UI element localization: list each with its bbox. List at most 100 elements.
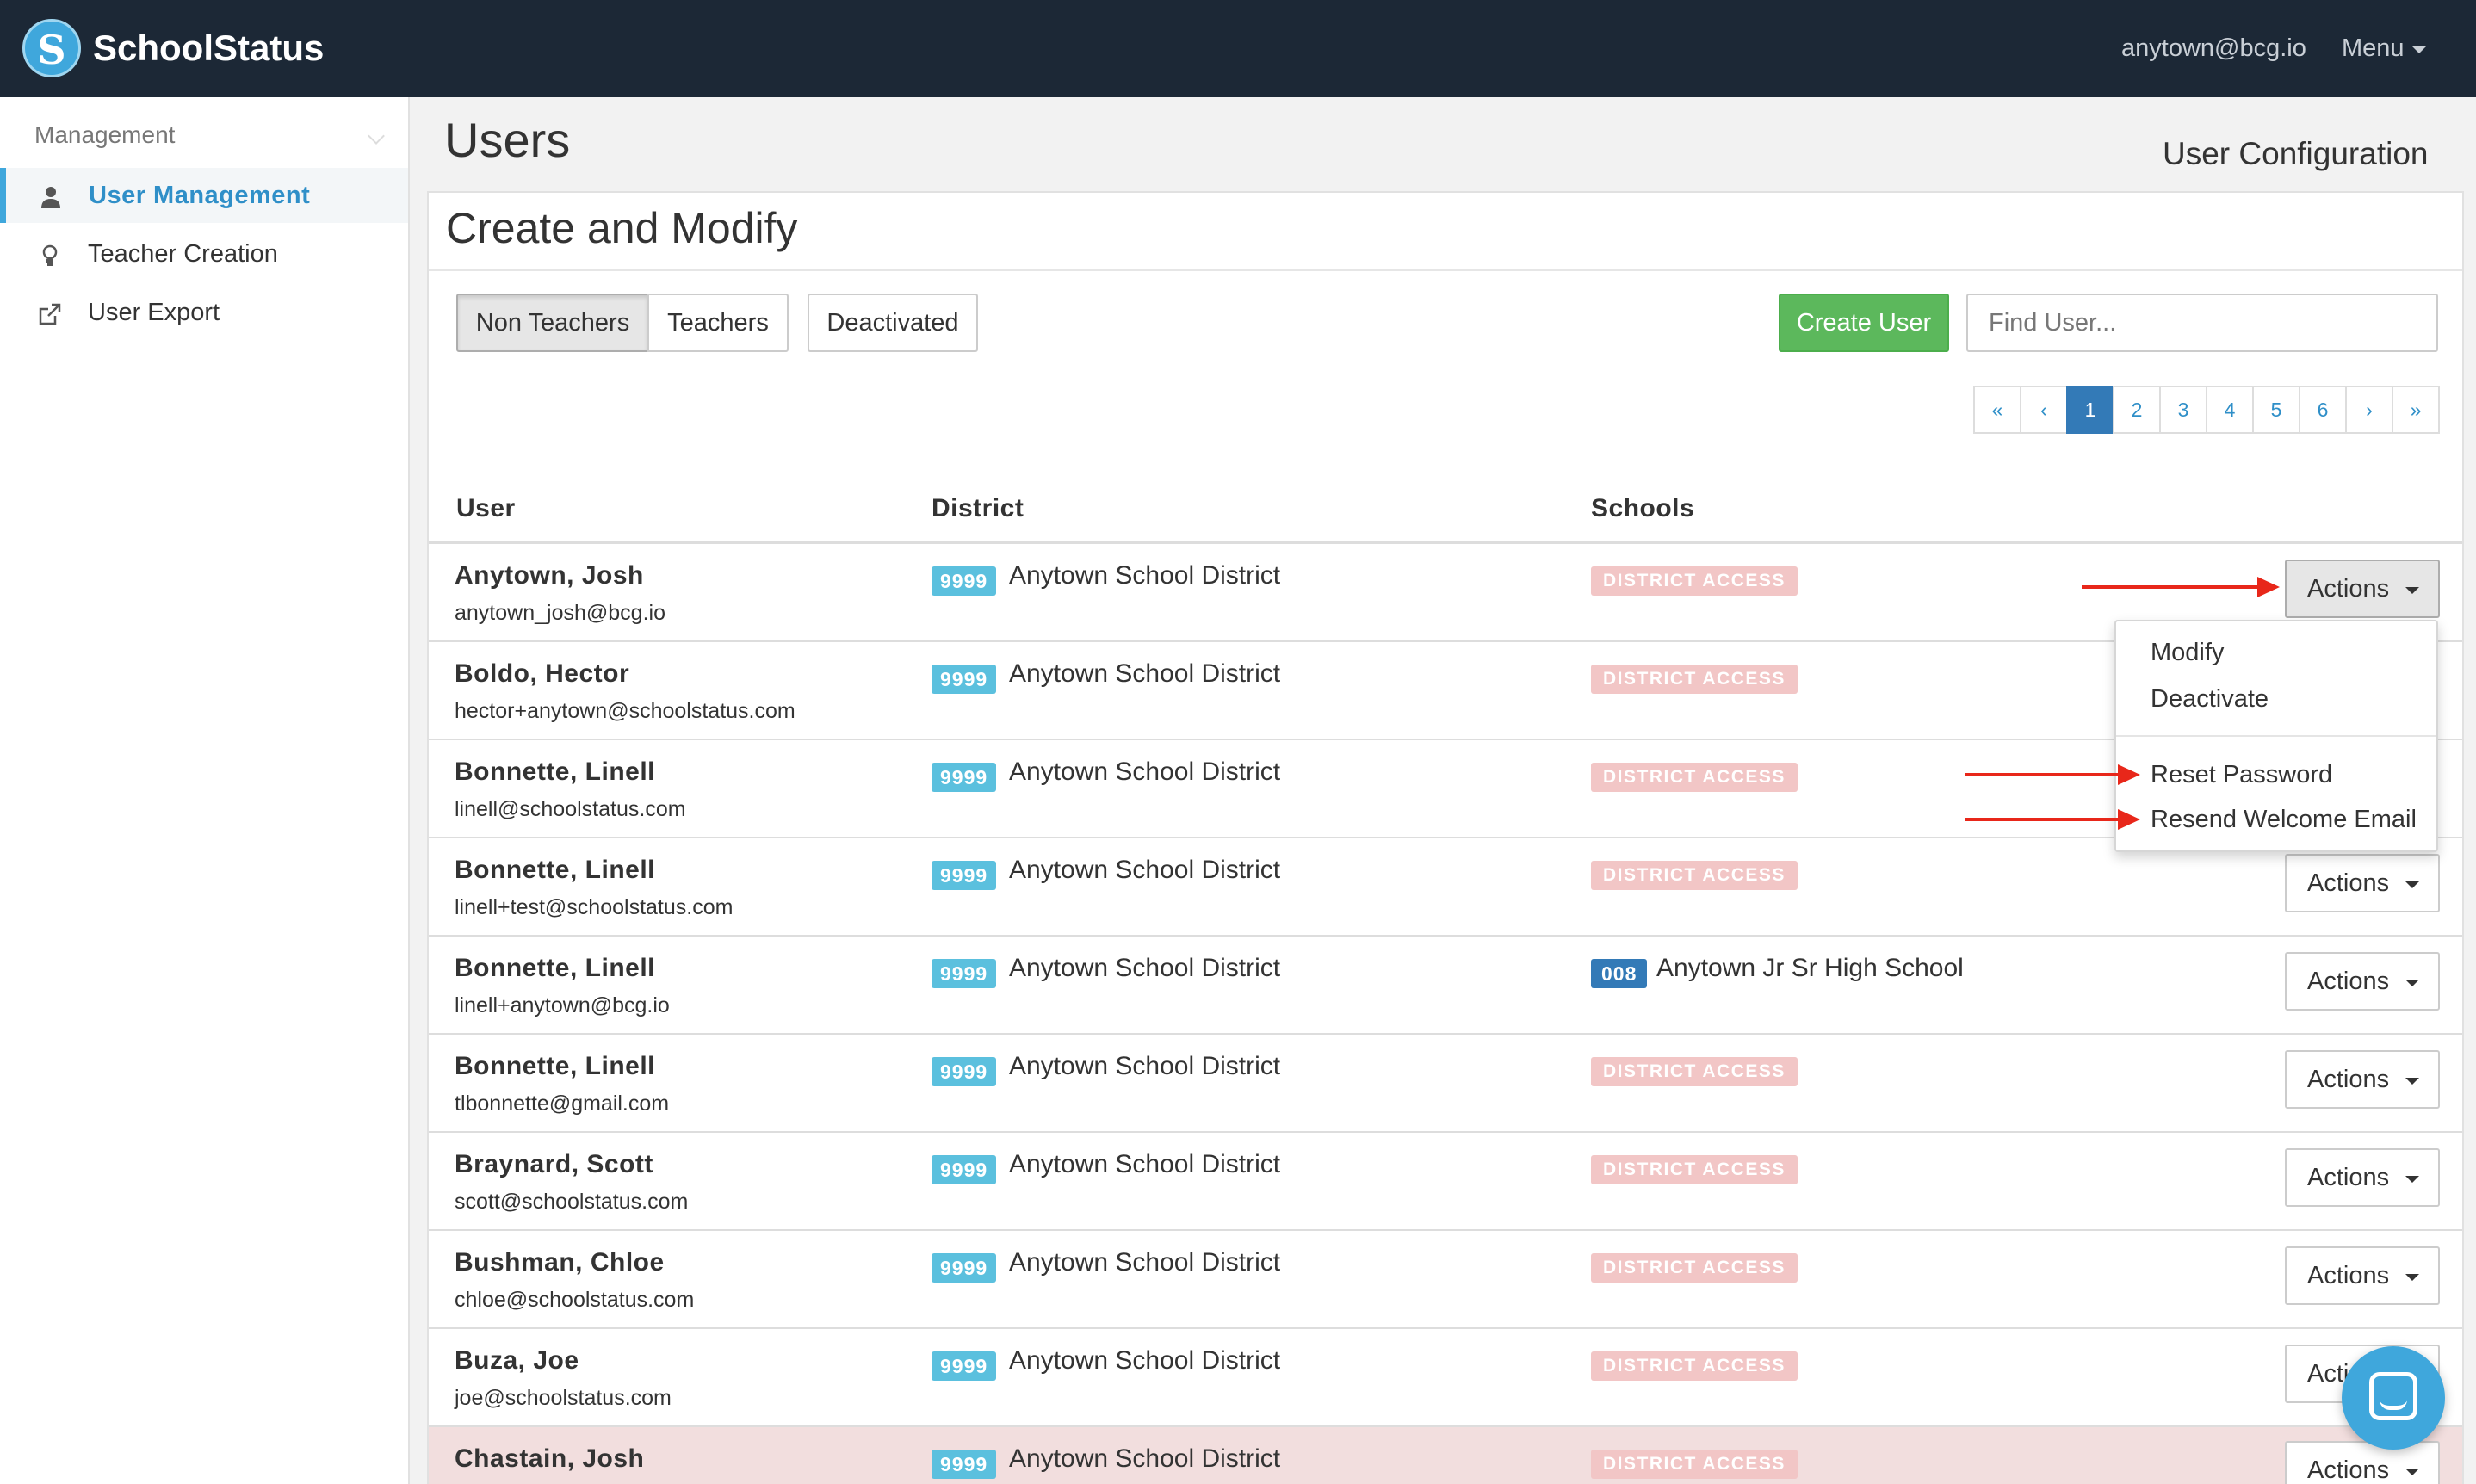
actions-button[interactable]: Actions xyxy=(2285,1050,2440,1109)
chat-launcher-button[interactable] xyxy=(2342,1346,2445,1450)
sidebar-item-teacher-creation[interactable]: Teacher Creation xyxy=(0,226,408,281)
district-code-badge: 9999 xyxy=(932,1253,997,1283)
table-row: Bushman, Chloe chloe@schoolstatus.com 9999… xyxy=(429,1231,2462,1329)
table-row: Bonnette, Linell linell+anytown@bcg.io 999… xyxy=(429,937,2462,1035)
arrow-line xyxy=(2082,585,2262,589)
actions-button[interactable]: Actions xyxy=(2285,560,2440,618)
actions-label: Actions xyxy=(2307,968,2390,995)
caret-down-icon xyxy=(2405,1274,2419,1281)
filter-teachers-button[interactable]: Teachers xyxy=(647,294,789,352)
district-access-badge: DISTRICT ACCESS xyxy=(1591,763,1798,792)
table-row: Bonnette, Linell tlbonnette@gmail.com 9999… xyxy=(429,1035,2462,1133)
district-code-badge: 9999 xyxy=(932,665,997,694)
panel-title: Create and Modify xyxy=(446,204,798,252)
sidebar-item-user-export[interactable]: User Export xyxy=(0,285,408,340)
schoolstatus-logo-icon[interactable]: S xyxy=(22,19,81,77)
arrow-head-icon xyxy=(2118,764,2140,785)
column-header-user: User xyxy=(456,494,516,522)
menu-item-reset-password[interactable]: Reset Password xyxy=(2151,761,2333,788)
caret-down-icon xyxy=(2405,1078,2419,1085)
user-name: Boldo, Hector xyxy=(455,659,630,688)
page-5-button[interactable]: 5 xyxy=(2252,386,2300,434)
filter-deactivated-button[interactable]: Deactivated xyxy=(808,294,978,352)
user-email: chloe@schoolstatus.com xyxy=(455,1288,695,1312)
filter-non-teachers-button[interactable]: Non Teachers xyxy=(456,294,649,352)
page-6-button[interactable]: 6 xyxy=(2299,386,2347,434)
menu-dropdown-toggle[interactable]: Menu xyxy=(2342,34,2427,63)
school-code-badge: 008 xyxy=(1591,959,1648,988)
user-email-link[interactable]: anytown@bcg.io xyxy=(2121,34,2306,62)
district-access-badge: DISTRICT ACCESS xyxy=(1591,566,1798,596)
user-name: Chastain, Josh xyxy=(455,1444,645,1473)
actions-label: Actions xyxy=(2307,1066,2390,1093)
top-navbar: S SchoolStatus anytown@bcg.io Menu xyxy=(0,0,2476,97)
page-1-button[interactable]: 1 xyxy=(2066,386,2114,434)
district-access-badge: DISTRICT ACCESS xyxy=(1591,861,1798,890)
sidebar-item-user-management[interactable]: User Management xyxy=(0,168,408,223)
district-code-badge: 9999 xyxy=(932,763,997,792)
district-name: Anytown School District xyxy=(1009,954,1281,982)
table-row: Bonnette, Linell linell+test@schoolstatus… xyxy=(429,838,2462,937)
user-name: Buza, Joe xyxy=(455,1346,579,1375)
menu-label: Menu xyxy=(2342,34,2405,62)
brand-name[interactable]: SchoolStatus xyxy=(93,28,325,68)
sidebar: Management User Management Teacher Creat… xyxy=(0,97,410,1484)
chevron-down-icon xyxy=(368,127,385,145)
district-name: Anytown School District xyxy=(1009,757,1281,786)
district-name: Anytown School District xyxy=(1009,1052,1281,1080)
sidebar-header[interactable]: Management xyxy=(34,121,176,148)
user-name: Bonnette, Linell xyxy=(455,954,655,982)
lightbulb-icon xyxy=(42,244,58,266)
page-first-button[interactable]: « xyxy=(1973,386,2021,434)
district-code-badge: 9999 xyxy=(932,1450,997,1479)
caret-down-icon xyxy=(2411,45,2427,53)
page-next-button[interactable]: › xyxy=(2345,386,2393,434)
table-row: Buza, Joe joe@schoolstatus.com 9999 Anytown… xyxy=(429,1329,2462,1427)
actions-button[interactable]: Actions xyxy=(2285,1441,2440,1484)
create-user-button[interactable]: Create User xyxy=(1779,294,1949,352)
panel-divider xyxy=(429,269,2462,271)
user-icon xyxy=(41,187,60,208)
page-3-button[interactable]: 3 xyxy=(2159,386,2207,434)
district-code-badge: 9999 xyxy=(932,1155,997,1184)
menu-item-modify[interactable]: Modify xyxy=(2151,639,2225,666)
actions-label: Actions xyxy=(2307,1262,2390,1289)
actions-button[interactable]: Actions xyxy=(2285,854,2440,912)
menu-item-resend-welcome-email[interactable]: Resend Welcome Email xyxy=(2151,806,2417,833)
school-name: Anytown Jr Sr High School xyxy=(1656,954,1964,982)
user-email: linell+anytown@bcg.io xyxy=(455,993,670,1017)
caret-down-icon xyxy=(2405,881,2419,888)
page-prev-button[interactable]: ‹ xyxy=(2020,386,2068,434)
district-name: Anytown School District xyxy=(1009,1248,1281,1277)
menu-divider xyxy=(2116,735,2436,737)
actions-label: Actions xyxy=(2307,575,2390,603)
page-last-button[interactable]: » xyxy=(2392,386,2440,434)
district-name: Anytown School District xyxy=(1009,856,1281,884)
chat-smile-icon xyxy=(2380,1400,2407,1410)
page-2-button[interactable]: 2 xyxy=(2113,386,2161,434)
page-4-button[interactable]: 4 xyxy=(2206,386,2254,434)
actions-button[interactable]: Actions xyxy=(2285,1246,2440,1305)
pagination: « ‹ 1 2 3 4 5 6 › » xyxy=(1973,386,2440,434)
user-email: joe@schoolstatus.com xyxy=(455,1386,672,1410)
column-header-schools: Schools xyxy=(1591,494,1695,522)
find-user-input[interactable] xyxy=(1966,294,2438,352)
caret-down-icon xyxy=(2405,1469,2419,1475)
caret-down-icon xyxy=(2405,980,2419,986)
menu-item-deactivate[interactable]: Deactivate xyxy=(2151,685,2269,713)
actions-button[interactable]: Actions xyxy=(2285,1148,2440,1207)
header-divider xyxy=(429,541,2462,544)
user-name: Bushman, Chloe xyxy=(455,1248,665,1277)
district-access-badge: DISTRICT ACCESS xyxy=(1591,1057,1798,1086)
user-email: hector+anytown@schoolstatus.com xyxy=(455,699,795,723)
user-email: anytown_josh@bcg.io xyxy=(455,601,665,625)
sidebar-item-label: Teacher Creation xyxy=(88,240,278,268)
user-name: Anytown, Josh xyxy=(455,561,644,590)
arrow-line xyxy=(1965,818,2133,821)
actions-button[interactable]: Actions xyxy=(2285,952,2440,1011)
user-email: tlbonnette@gmail.com xyxy=(455,1091,670,1116)
sidebar-item-label: User Export xyxy=(88,299,220,326)
arrow-head-icon xyxy=(2118,809,2140,830)
actions-label: Actions xyxy=(2307,869,2390,897)
user-name: Bonnette, Linell xyxy=(455,1052,655,1080)
